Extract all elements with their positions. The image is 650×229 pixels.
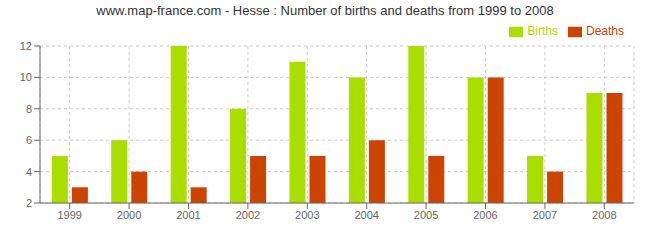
svg-text:4: 4 (26, 166, 32, 178)
svg-text:1999: 1999 (57, 209, 81, 221)
svg-text:2002: 2002 (236, 209, 260, 221)
svg-text:2007: 2007 (533, 209, 557, 221)
svg-text:2001: 2001 (176, 209, 200, 221)
svg-text:2008: 2008 (592, 209, 616, 221)
svg-text:8: 8 (26, 103, 32, 115)
svg-text:12: 12 (20, 40, 32, 52)
html-text:Births: Births (527, 24, 558, 38)
svg-text:2: 2 (26, 197, 32, 209)
svg-text:2003: 2003 (295, 209, 319, 221)
svg-text:2000: 2000 (117, 209, 141, 221)
html-text:www.map-france.com - Hesse : N: www.map-france.com - Hesse : Number of b… (96, 3, 554, 18)
svg-text:6: 6 (26, 134, 32, 146)
svg-text:2006: 2006 (473, 209, 497, 221)
html-text:Deaths: Deaths (586, 24, 624, 38)
svg-text:10: 10 (20, 71, 32, 83)
svg-text:2004: 2004 (354, 209, 378, 221)
svg-text:2005: 2005 (414, 209, 438, 221)
